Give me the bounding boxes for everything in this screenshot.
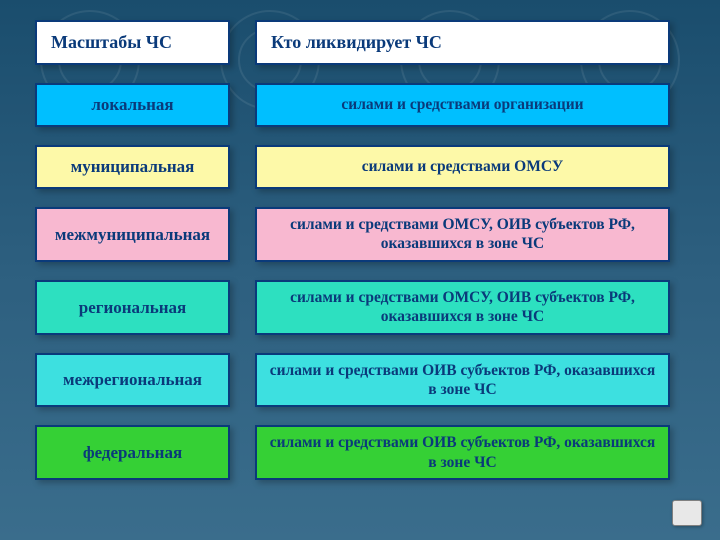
who-box-5: силами и средствами ОИВ субъектов РФ, ок… [255, 425, 670, 480]
scale-box-1: муниципальная [35, 145, 230, 189]
who-box-4: силами и средствами ОИВ субъектов РФ, ок… [255, 353, 670, 408]
scale-box-5: федеральная [35, 425, 230, 480]
scale-box-2: межмуниципальная [35, 207, 230, 262]
scale-box-0: локальная [35, 83, 230, 127]
header-scales: Масштабы ЧС [35, 20, 230, 65]
slide-grid: Масштабы ЧС Кто ликвидирует ЧС локальная… [0, 0, 720, 500]
who-box-1: силами и средствами ОМСУ [255, 145, 670, 189]
scale-box-4: межрегиональная [35, 353, 230, 408]
scale-box-3: региональная [35, 280, 230, 335]
who-box-0: силами и средствами организации [255, 83, 670, 127]
header-who: Кто ликвидирует ЧС [255, 20, 670, 65]
next-button[interactable] [672, 500, 702, 526]
who-box-2: силами и средствами ОМСУ, ОИВ субъектов … [255, 207, 670, 262]
who-box-3: силами и средствами ОМСУ, ОИВ субъектов … [255, 280, 670, 335]
